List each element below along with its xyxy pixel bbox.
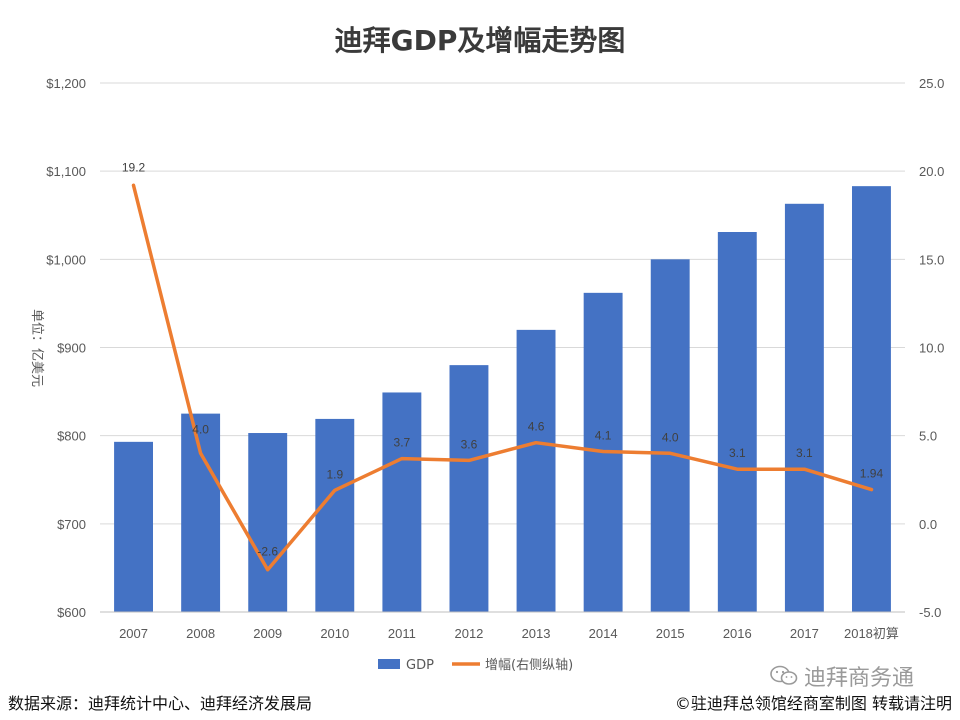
gdp-bar — [717, 232, 757, 613]
legend-growth-label: 增幅(右侧纵轴) — [485, 658, 573, 673]
grid — [100, 82, 905, 613]
growth-data-label: 4.0 — [662, 430, 679, 444]
y-axis-label: 单位：亿美元 — [29, 309, 44, 387]
growth-point — [199, 451, 203, 455]
gdp-bar — [382, 392, 422, 612]
x-tick-label: 2007 — [119, 626, 148, 641]
y-left-tick-label: $900 — [57, 341, 86, 356]
x-tick-label: 2015 — [656, 626, 685, 641]
growth-data-label: 3.7 — [394, 436, 411, 450]
gdp-bar — [114, 441, 153, 612]
growth-data-label: 3.1 — [729, 446, 746, 460]
x-tick-label: 2016 — [723, 626, 752, 641]
y-left-tick-label: $800 — [57, 429, 86, 444]
gdp-bar — [852, 186, 891, 612]
legend-gdp-label: GDP — [406, 658, 434, 673]
y-left-tick-label: $600 — [57, 605, 86, 620]
watermark-text: 迪拜商务通 — [804, 666, 915, 691]
y-right-tick-label: 25.0 — [919, 76, 944, 91]
growth-point — [467, 458, 471, 462]
gdp-bar — [248, 433, 288, 612]
x-tick-label: 2014 — [589, 626, 618, 641]
gdp-bar — [449, 365, 489, 612]
x-tick-label: 2017 — [790, 626, 819, 641]
data-labels: 19.2 4.0 -2.6 1.9 3.7 3.6 4.6 4.1 4.0 3.1 3.1 1.94 — [122, 160, 884, 558]
growth-point — [400, 457, 404, 461]
x-tick-label: 2013 — [522, 626, 551, 641]
y-left-tick-label: $1,200 — [46, 76, 86, 91]
x-tick-label: 2009 — [253, 626, 282, 641]
growth-data-label: 4.1 — [595, 429, 612, 443]
growth-line — [131, 183, 874, 572]
x-tick-label: 2010 — [320, 626, 349, 641]
growth-data-label: 19.2 — [122, 160, 146, 174]
y-left-tick-label: $1,000 — [46, 252, 86, 267]
gdp-bar — [784, 203, 824, 612]
growth-point — [534, 441, 538, 445]
y-right-tick-label: -5.0 — [919, 605, 941, 620]
growth-data-label: 4.0 — [192, 422, 209, 436]
y-right-tick-label: 10.0 — [919, 341, 944, 356]
legend-gdp-swatch — [378, 659, 400, 669]
growth-point — [869, 488, 873, 492]
growth-series-line — [131, 183, 874, 572]
chart-title: 迪拜GDP及增幅走势图 — [335, 24, 626, 57]
bars — [114, 186, 891, 613]
y-left-tick-label: $1,100 — [46, 164, 86, 179]
growth-data-label: -2.6 — [257, 545, 278, 559]
copyright-note: ©驻迪拜总领馆经商室制图 转载请注明 — [674, 694, 952, 713]
y-right-tick-label: 15.0 — [919, 252, 944, 267]
watermark: 迪拜商务通 — [770, 660, 914, 692]
x-tick-label: 2012 — [454, 626, 483, 641]
gdp-bar — [181, 413, 221, 612]
gdp-bar — [650, 259, 690, 612]
growth-data-label: 1.9 — [326, 467, 343, 481]
y-right-tick-label: 5.0 — [919, 429, 937, 444]
growth-point — [601, 450, 605, 454]
growth-data-label: 1.94 — [860, 467, 884, 481]
x-tick-label: 2008 — [186, 626, 215, 641]
growth-data-label: 3.1 — [796, 446, 813, 460]
growth-point — [266, 568, 270, 572]
y-right-tick-label: 0.0 — [919, 517, 937, 532]
growth-point — [802, 467, 806, 471]
growth-point — [668, 451, 672, 455]
legend: GDP 增幅(右侧纵轴) — [378, 658, 573, 673]
gdp-bar — [516, 329, 556, 612]
growth-point — [132, 183, 136, 187]
growth-point — [735, 467, 739, 471]
y-left-tick-label: $700 — [57, 517, 86, 532]
growth-point — [333, 488, 337, 492]
x-tick-label: 2018初算 — [844, 626, 899, 641]
gdp-bar — [315, 418, 355, 612]
y-right-tick-label: 20.0 — [919, 164, 944, 179]
x-tick-label: 2011 — [388, 626, 416, 641]
growth-data-label: 4.6 — [528, 420, 545, 434]
axes: $600 $700 $800 $900 $1,000 $1,100 $1,200 -5.0 0.… — [46, 76, 944, 641]
source-note: 数据来源：迪拜统计中心、迪拜经济发展局 — [8, 694, 313, 713]
wechat-icon — [770, 665, 798, 685]
growth-data-label: 3.6 — [461, 437, 478, 451]
